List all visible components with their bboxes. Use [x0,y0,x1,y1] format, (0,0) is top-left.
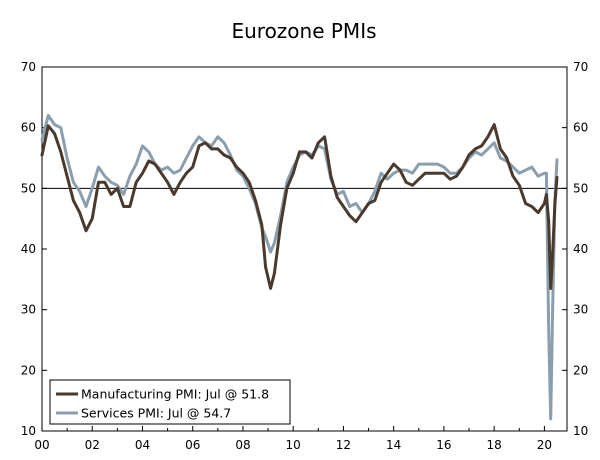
y-tick-label-left: 20 [21,363,36,377]
y-tick-label-right: 70 [573,60,588,74]
x-tick-label: 00 [34,438,49,452]
x-tick-label: 20 [537,438,552,452]
series-layer [40,114,559,421]
y-tick-label-left: 30 [21,303,36,317]
x-tick-label: 12 [336,438,351,452]
y-tick-label-left: 50 [21,181,36,195]
axes-layer: 10 10 20 20 30 30 40 40 50 50 60 60 70 70 00 02 04 06 08 10… [21,60,589,452]
x-tick-label: 16 [436,438,451,452]
legend-label-manufacturing: Manufacturing PMI: Jul @ 51.8 [81,387,269,402]
y-tick-label-left: 10 [21,424,36,438]
manufacturing-pmi-line [40,123,559,290]
y-tick-label-right: 50 [573,181,588,195]
x-tick-label: 18 [487,438,502,452]
x-tick-label: 02 [85,438,100,452]
plot-frame [41,66,568,432]
y-tick-label-right: 10 [573,424,588,438]
x-tick-label: 04 [135,438,150,452]
y-tick-label-left: 60 [21,121,36,135]
y-tick-label-right: 40 [573,242,588,256]
legend: Manufacturing PMI: Jul @ 51.8 Services PM… [49,379,291,425]
x-tick-label: 14 [386,438,401,452]
x-tick-label: 10 [286,438,301,452]
y-tick-label-left: 40 [21,242,36,256]
legend-box [49,379,291,425]
y-tick-label-right: 60 [573,121,588,135]
services-pmi-line [40,114,559,421]
chart-title: Eurozone PMIs [231,19,376,43]
legend-label-services: Services PMI: Jul @ 54.7 [81,406,231,421]
x-tick-label: 08 [235,438,250,452]
x-tick-label: 06 [185,438,200,452]
y-tick-label-left: 70 [21,60,36,74]
y-tick-label-right: 20 [573,363,588,377]
y-tick-label-right: 30 [573,303,588,317]
